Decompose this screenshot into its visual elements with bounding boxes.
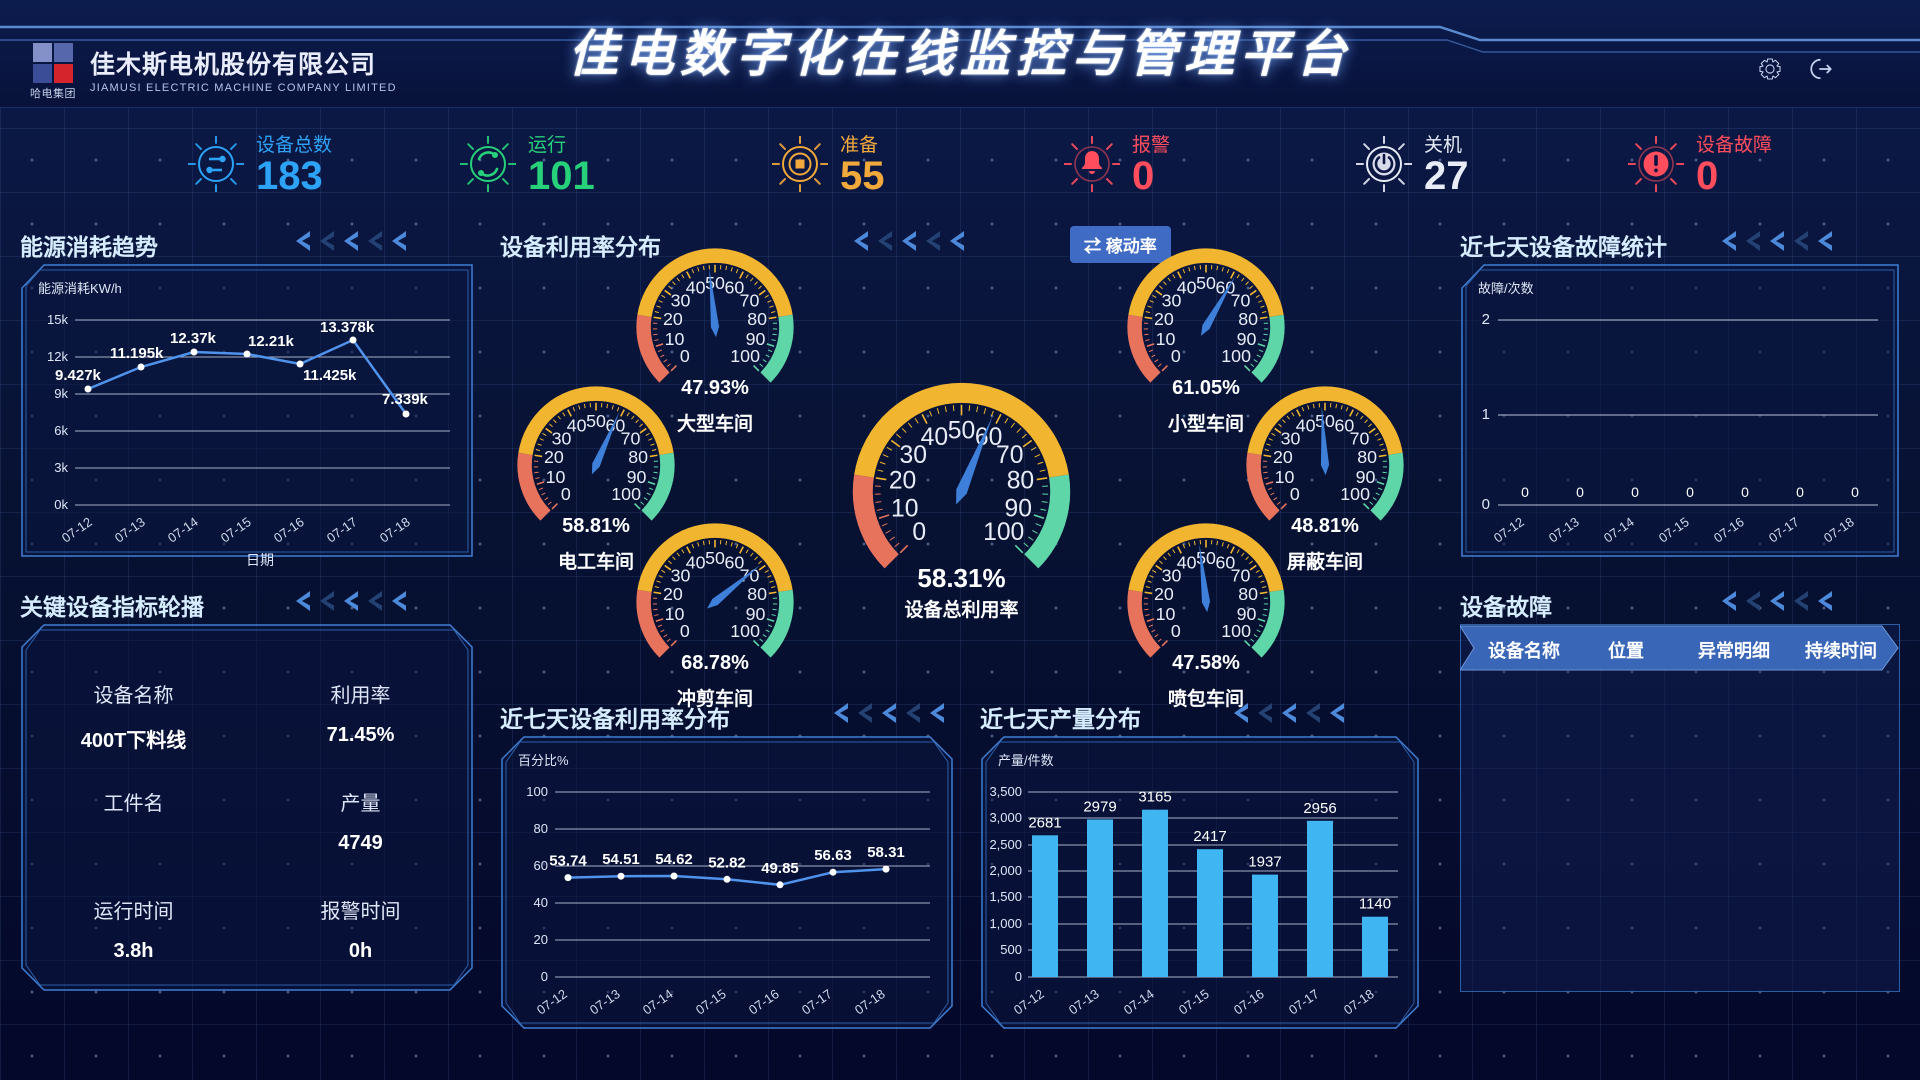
svg-text:10: 10	[891, 495, 918, 522]
svg-text:100: 100	[1221, 621, 1251, 641]
svg-text:40: 40	[1177, 278, 1197, 298]
svg-text:0: 0	[912, 519, 926, 546]
svg-text:0: 0	[1482, 496, 1490, 513]
svg-text:100: 100	[983, 519, 1024, 546]
svg-text:1140: 1140	[1359, 896, 1391, 913]
svg-text:70: 70	[740, 291, 760, 311]
svg-text:50: 50	[948, 417, 975, 444]
svg-text:100: 100	[526, 784, 548, 799]
svg-text:2: 2	[1482, 311, 1490, 328]
svg-text:0: 0	[1686, 484, 1694, 500]
svg-text:58.31: 58.31	[867, 844, 905, 861]
svg-text:500: 500	[1000, 942, 1022, 957]
svg-text:10: 10	[665, 329, 685, 349]
svg-text:1937: 1937	[1248, 854, 1281, 871]
svg-text:2,000: 2,000	[989, 863, 1022, 878]
svg-text:1,500: 1,500	[989, 889, 1022, 904]
svg-text:10: 10	[665, 604, 685, 624]
svg-text:50: 50	[705, 548, 725, 568]
svg-text:2979: 2979	[1083, 799, 1116, 816]
svg-text:70: 70	[996, 442, 1023, 469]
svg-text:2956: 2956	[1303, 800, 1336, 817]
svg-text:100: 100	[730, 346, 760, 366]
svg-text:10: 10	[1156, 329, 1176, 349]
svg-text:40: 40	[1296, 416, 1316, 436]
svg-text:0: 0	[1576, 484, 1584, 500]
svg-text:20: 20	[1154, 584, 1174, 604]
svg-text:40: 40	[567, 416, 587, 436]
svg-text:100: 100	[730, 621, 760, 641]
svg-text:50: 50	[1196, 273, 1216, 293]
svg-text:3,000: 3,000	[989, 810, 1022, 825]
svg-text:20: 20	[663, 309, 683, 329]
svg-text:10: 10	[1156, 604, 1176, 624]
svg-text:1: 1	[1482, 406, 1490, 423]
svg-text:20: 20	[663, 584, 683, 604]
svg-text:56.63: 56.63	[814, 847, 852, 864]
svg-text:0: 0	[1521, 484, 1529, 500]
svg-text:0: 0	[1851, 484, 1859, 500]
svg-text:1,000: 1,000	[989, 916, 1022, 931]
svg-text:50: 50	[1315, 411, 1335, 431]
svg-text:20: 20	[544, 447, 564, 467]
svg-text:40: 40	[1177, 553, 1197, 573]
svg-text:52.82: 52.82	[708, 854, 746, 871]
svg-text:70: 70	[1350, 429, 1370, 449]
svg-text:0: 0	[1015, 969, 1022, 984]
svg-text:100: 100	[1221, 346, 1251, 366]
svg-text:70: 70	[740, 566, 760, 586]
svg-text:54.51: 54.51	[602, 851, 640, 868]
svg-text:80: 80	[747, 309, 767, 329]
svg-text:3165: 3165	[1138, 789, 1171, 806]
svg-text:49.85: 49.85	[761, 860, 799, 877]
svg-text:80: 80	[628, 447, 648, 467]
svg-text:20: 20	[889, 468, 916, 495]
svg-text:10: 10	[1275, 467, 1295, 487]
svg-text:20: 20	[534, 932, 548, 947]
svg-text:50: 50	[705, 273, 725, 293]
svg-text:40: 40	[686, 553, 706, 573]
svg-text:0: 0	[1796, 484, 1804, 500]
svg-text:100: 100	[611, 484, 641, 504]
svg-text:80: 80	[1007, 468, 1034, 495]
svg-text:100: 100	[1340, 484, 1370, 504]
svg-text:10: 10	[546, 467, 566, 487]
svg-text:80: 80	[1238, 309, 1258, 329]
svg-text:2417: 2417	[1193, 828, 1226, 845]
svg-text:40: 40	[921, 424, 948, 451]
svg-text:0: 0	[1741, 484, 1749, 500]
svg-text:70: 70	[621, 429, 641, 449]
svg-text:50: 50	[1196, 548, 1216, 568]
svg-text:40: 40	[534, 895, 548, 910]
svg-text:70: 70	[1231, 566, 1251, 586]
svg-text:40: 40	[686, 278, 706, 298]
svg-text:80: 80	[1357, 447, 1377, 467]
svg-text:20: 20	[1154, 309, 1174, 329]
svg-text:80: 80	[747, 584, 767, 604]
svg-text:54.62: 54.62	[655, 851, 693, 868]
svg-text:3,500: 3,500	[989, 784, 1022, 799]
svg-text:80: 80	[1238, 584, 1258, 604]
svg-text:2681: 2681	[1028, 814, 1061, 831]
svg-text:80: 80	[534, 821, 548, 836]
svg-text:60: 60	[534, 858, 548, 873]
svg-text:20: 20	[1273, 447, 1293, 467]
svg-text:2,500: 2,500	[989, 837, 1022, 852]
svg-text:50: 50	[586, 411, 606, 431]
svg-text:0: 0	[541, 969, 548, 984]
svg-text:53.74: 53.74	[549, 853, 587, 870]
svg-text:0: 0	[1631, 484, 1639, 500]
svg-text:70: 70	[1231, 291, 1251, 311]
